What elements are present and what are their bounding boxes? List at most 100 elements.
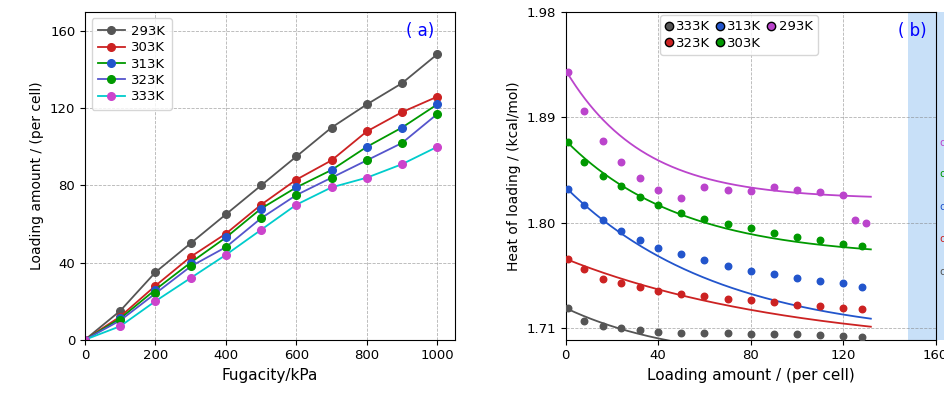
323K [150,291,161,296]
Point [560,305,575,311]
Point [788,233,803,240]
323K [326,175,337,180]
Y-axis label: Heat of loading / (kcal/mol): Heat of loading / (kcal/mol) [506,81,520,271]
303K [255,202,266,207]
Line: 323K: 323K [81,110,441,344]
Line: 333K: 333K [81,143,441,344]
313K [114,316,126,321]
Point [742,331,757,337]
Point [576,202,591,208]
Point [673,251,688,258]
303K [150,283,161,288]
Point [719,221,734,227]
Point [742,188,757,194]
Point [766,230,781,236]
Point [719,295,734,302]
313K [396,125,407,130]
Text: ( a): ( a) [406,22,434,40]
Point [766,271,781,277]
Point [742,225,757,231]
Point [560,139,575,145]
Point [788,187,803,193]
333K [150,299,161,303]
Point [673,329,688,336]
333K [431,145,443,149]
Point [650,187,666,193]
293K [114,308,126,313]
Line: 313K: 313K [81,101,441,344]
Point [853,334,868,340]
313K [79,337,91,342]
Point [853,306,868,312]
333K [220,252,231,257]
Point [834,305,850,311]
303K [326,158,337,163]
333K [79,337,91,342]
Point [788,301,803,308]
Point [613,183,628,190]
X-axis label: Loading amount / (per cell): Loading amount / (per cell) [646,368,853,383]
293K [255,183,266,188]
Point [673,195,688,201]
Point [812,237,827,243]
Point [766,331,781,337]
333K [326,185,337,190]
Point [788,331,803,337]
303K [361,129,372,134]
323K [220,245,231,250]
Point [595,276,610,282]
Point [613,158,628,165]
323K [431,112,443,117]
Point [834,191,850,198]
313K [255,206,266,211]
Point [788,275,803,281]
303K [396,110,407,115]
293K [361,102,372,107]
Point [696,184,711,191]
Point [632,284,647,290]
Point [812,189,827,196]
313K [220,235,231,240]
Point [858,220,873,226]
Point [632,327,647,333]
293K [220,212,231,217]
Point [576,266,591,273]
333K [396,162,407,167]
Point [766,299,781,305]
Point [673,210,688,216]
Point [632,175,647,181]
Text: ( b): ( b) [897,22,925,40]
323K [361,158,372,163]
323K [114,318,126,323]
293K [291,154,302,159]
293K [185,241,196,246]
Point [696,257,711,263]
313K [291,185,302,190]
Point [696,329,711,336]
Point [719,263,734,269]
293K [150,270,161,275]
Point [595,322,610,329]
Point [632,237,647,243]
323K [255,216,266,220]
Text: q$_{st}$=0.10e$^{-0.02V_1}$+1.77: q$_{st}$=0.10e$^{-0.02V_1}$+1.77 [938,164,944,183]
313K [431,102,443,107]
303K [291,177,302,182]
Line: 303K: 303K [81,93,441,344]
333K [185,276,196,280]
293K [79,337,91,342]
293K [326,125,337,130]
X-axis label: Fugacity/kPa: Fugacity/kPa [222,368,318,383]
Point [742,267,757,274]
Point [812,278,827,284]
Point [812,332,827,338]
Point [613,280,628,287]
Text: q$_{st}$=0.11e$^{-0.03V_1}$+1.82: q$_{st}$=0.11e$^{-0.03V_1}$+1.82 [938,134,944,152]
Point [650,288,666,294]
303K [220,231,231,236]
Point [560,68,575,75]
Point [576,158,591,165]
303K [79,337,91,342]
Point [632,194,647,200]
Legend: 293K, 303K, 313K, 323K, 333K: 293K, 303K, 313K, 323K, 333K [92,19,172,110]
